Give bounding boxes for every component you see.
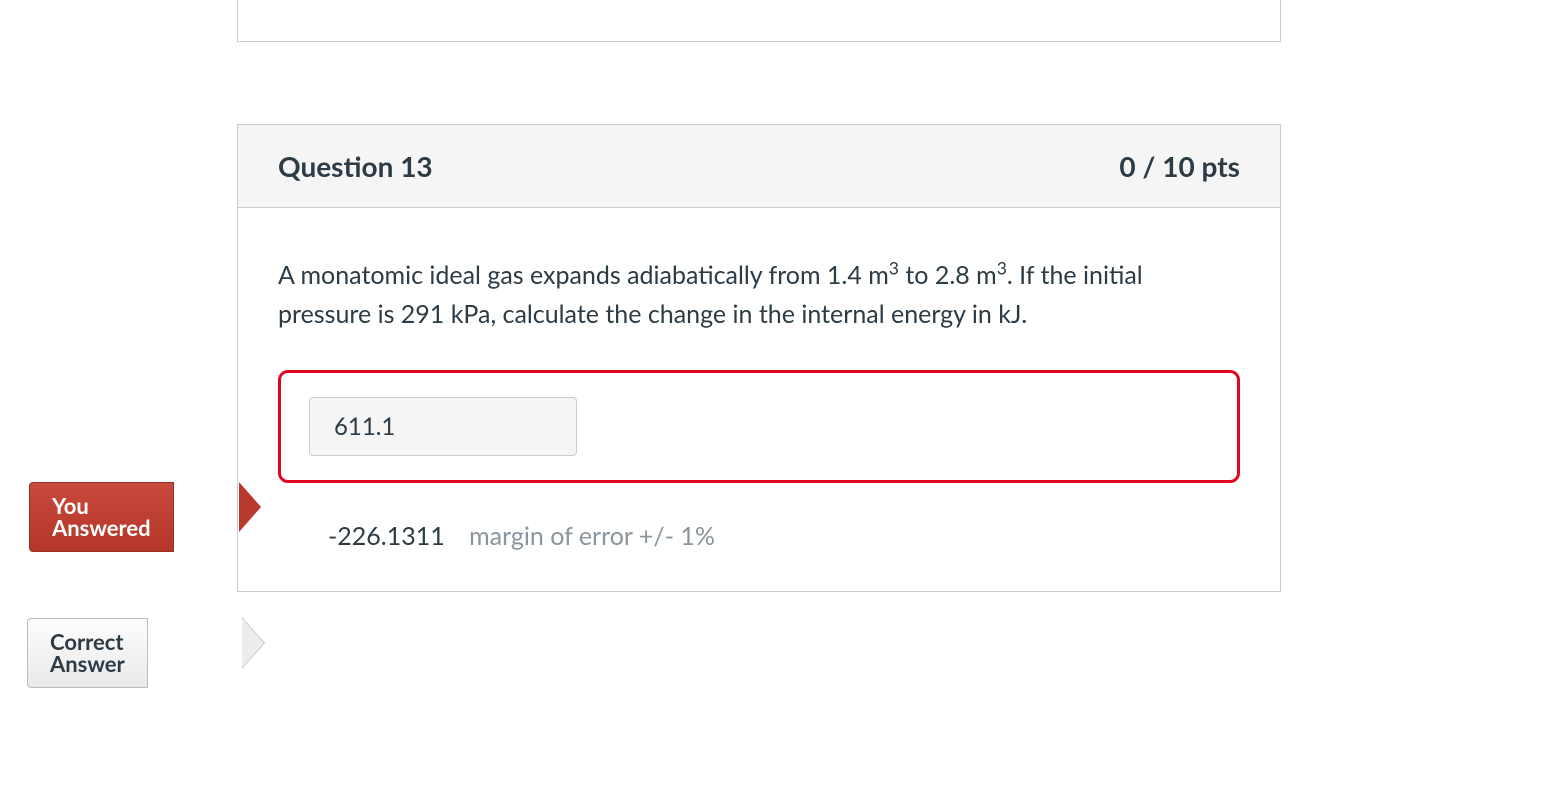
question-title: Question 13 — [278, 149, 433, 183]
you-answered-tag-arrow — [239, 482, 261, 532]
question-points: 0 / 10 pts — [1119, 149, 1240, 183]
previous-question-card-bottom — [237, 0, 1281, 42]
correct-answer-value: -226.1311 — [328, 521, 445, 551]
correct-answer-tag: Correct Answer — [27, 618, 148, 688]
question-text-part: A monatomic ideal gas expands adiabatica… — [278, 260, 889, 290]
user-answer-value: 611.1 — [309, 397, 577, 456]
question-card: Question 13 0 / 10 pts A monatomic ideal… — [237, 124, 1281, 592]
question-header: Question 13 0 / 10 pts — [238, 125, 1280, 208]
superscript: 3 — [997, 258, 1007, 279]
correct-answer-tag-arrow — [242, 618, 264, 668]
margin-of-error-text: margin of error +/- 1% — [469, 521, 715, 551]
you-answered-tag: You Answered — [29, 482, 174, 552]
question-text-part: to 2.8 m — [899, 260, 997, 290]
question-body: A monatomic ideal gas expands adiabatica… — [238, 208, 1280, 591]
correct-answer-row: -226.1311 margin of error +/- 1% — [278, 517, 1240, 551]
user-answer-box: 611.1 — [278, 370, 1240, 483]
superscript: 3 — [889, 258, 899, 279]
question-text: A monatomic ideal gas expands adiabatica… — [278, 256, 1240, 334]
